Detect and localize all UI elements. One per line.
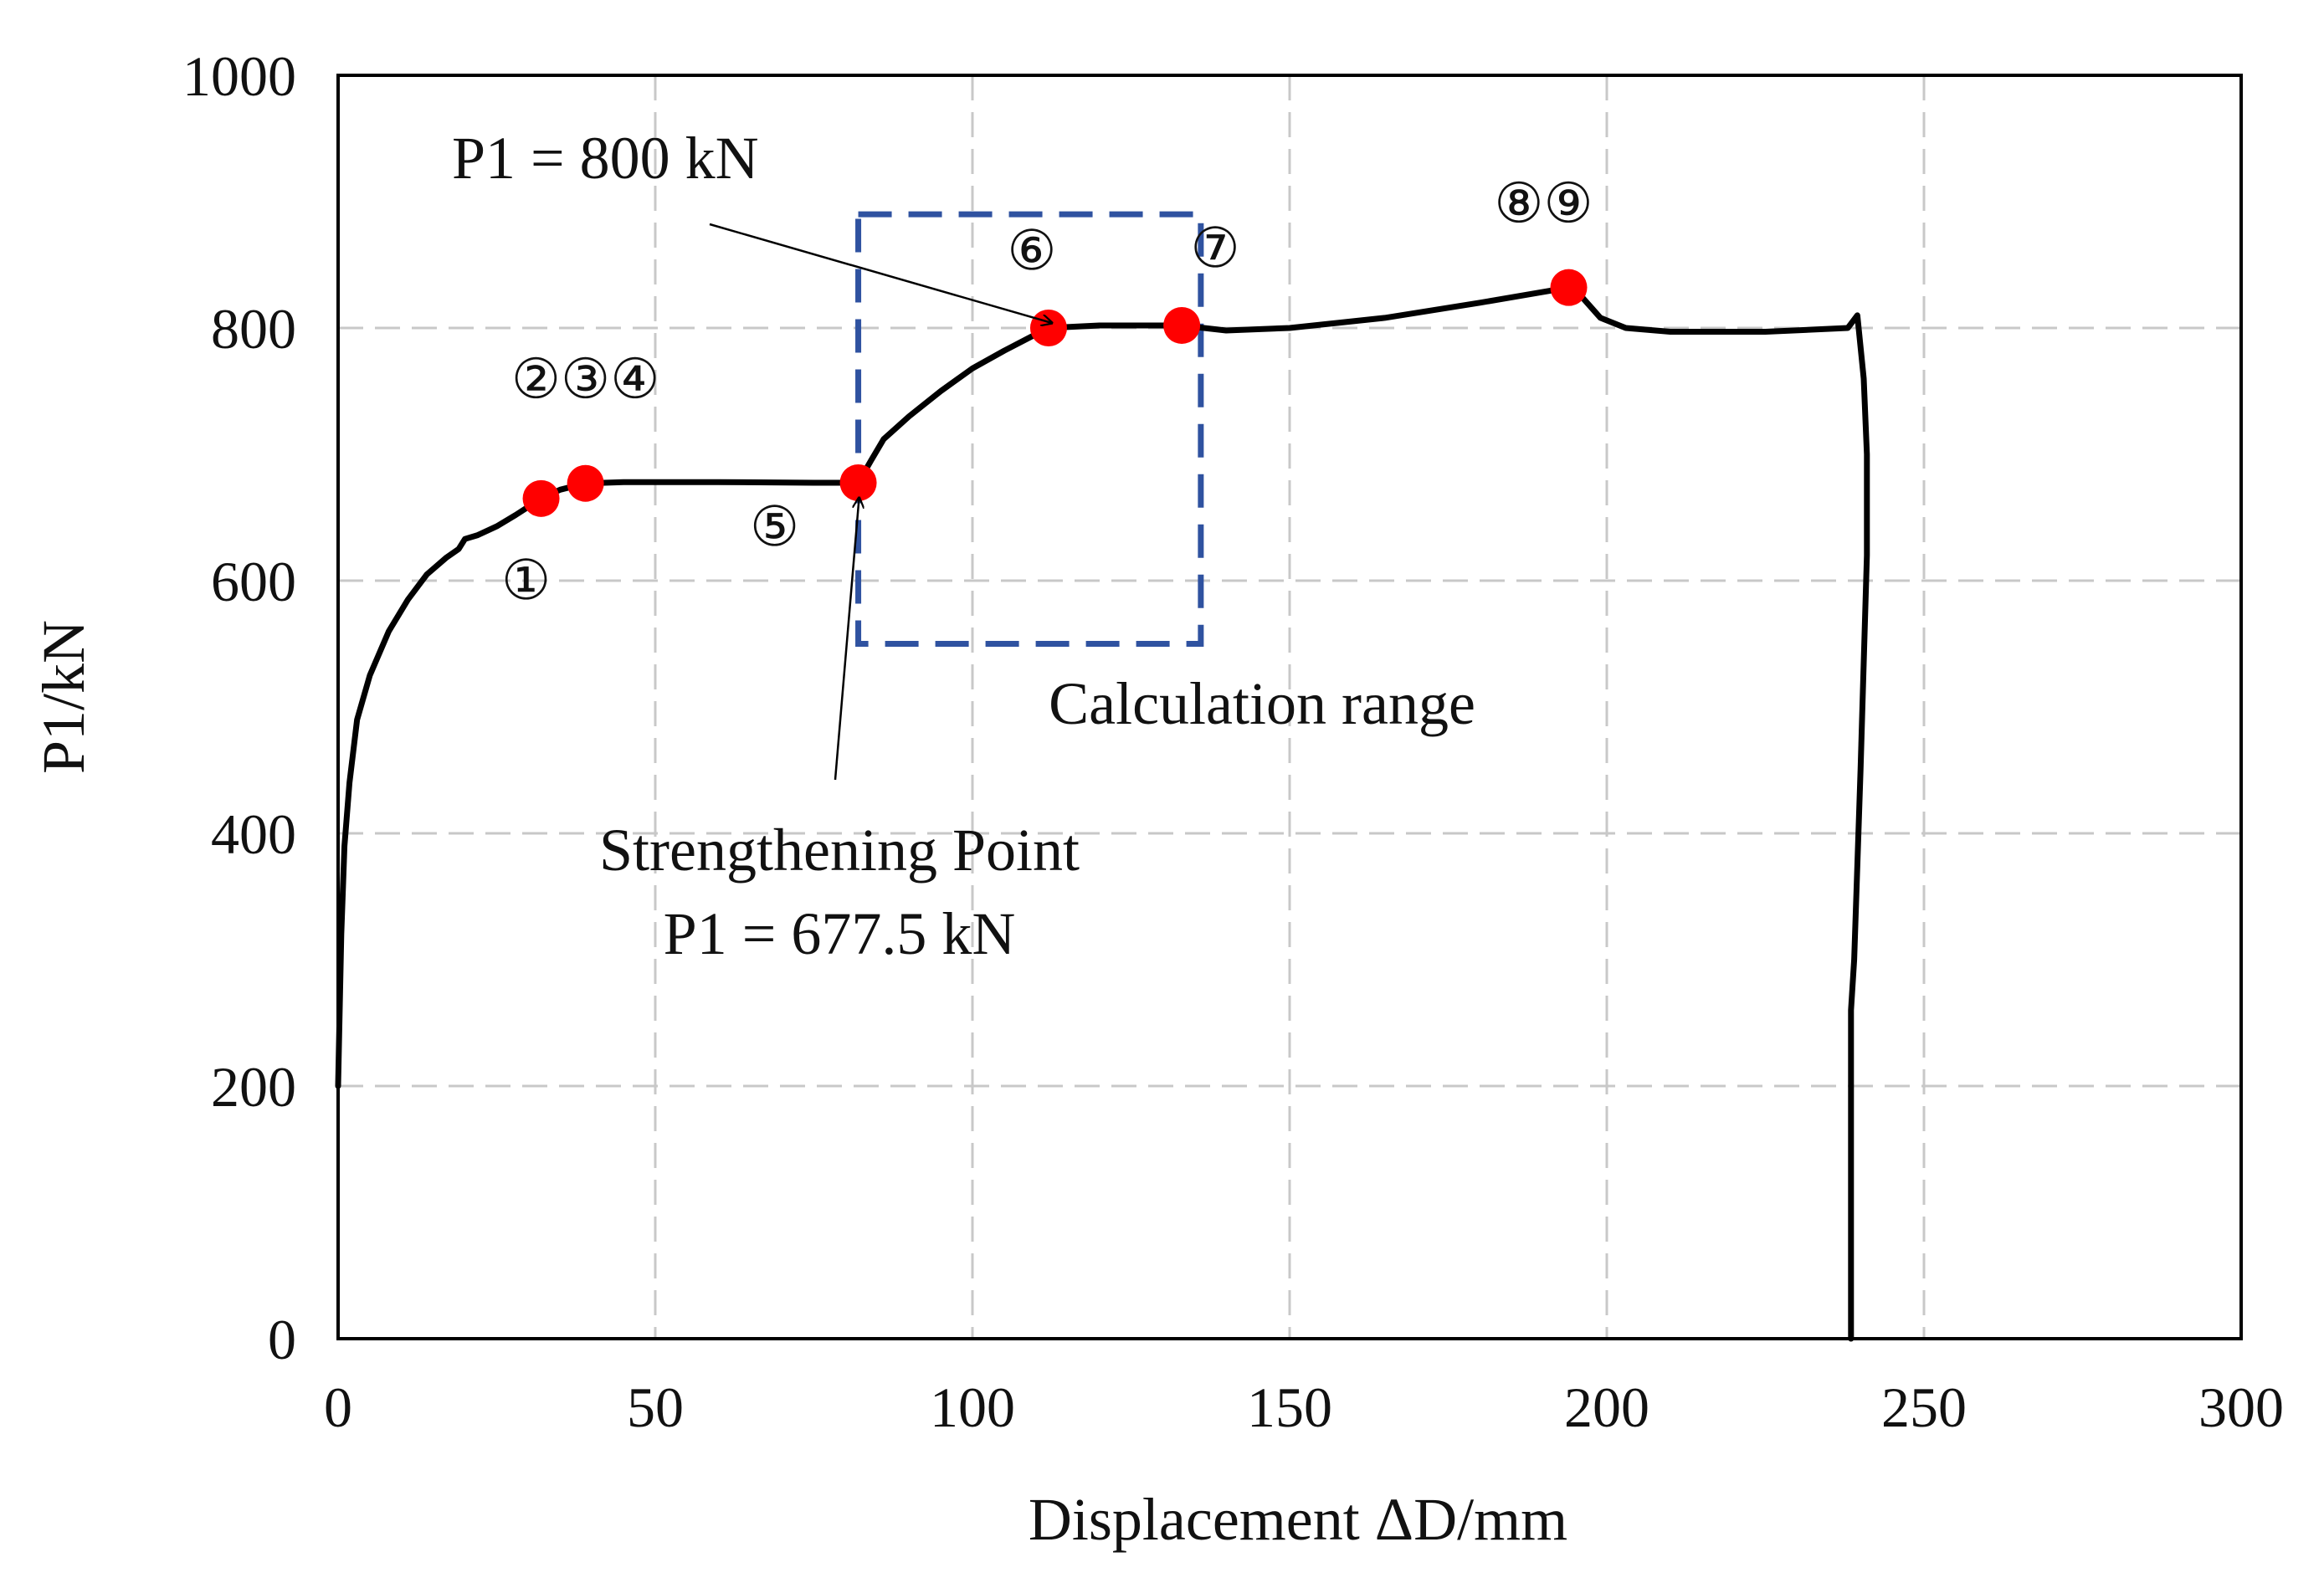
- annotation-strengthening-point: Strengthening Point: [599, 817, 1080, 884]
- calculation-range-rect: [855, 211, 1204, 648]
- series-line-0: [335, 284, 1870, 1342]
- marker-label-3: ⑤: [750, 497, 799, 558]
- y-tick-label-200: 200: [211, 1055, 296, 1119]
- marker-label-4: ⑥: [1007, 221, 1056, 282]
- series-layer: [335, 284, 1870, 1342]
- annotations-layer: P1 = 800 kN Strengthening Point P1 = 677.5…: [452, 125, 1475, 967]
- x-tick-label-50: 50: [627, 1376, 684, 1439]
- x-tick-label-0: 0: [324, 1376, 352, 1439]
- data-marker-4: [1029, 310, 1067, 346]
- x-tick-label-150: 150: [1247, 1376, 1332, 1439]
- marker-label-5: ⑦: [1191, 218, 1240, 279]
- x-tick-label-250: 250: [1881, 1376, 1967, 1439]
- marker-layer: ① ②③④ ⑤ ⑥ ⑦ ⑧⑨: [501, 174, 1593, 612]
- y-tick-label-1000: 1000: [182, 44, 296, 108]
- data-marker-2: [567, 464, 604, 502]
- marker-label-1: ①: [501, 551, 551, 612]
- annotation-p1-800-arrow: [709, 223, 1052, 323]
- x-tick-label-100: 100: [930, 1376, 1015, 1439]
- x-tick-label-200: 200: [1564, 1376, 1649, 1439]
- data-marker-3: [839, 464, 877, 501]
- y-tick-label-600: 600: [211, 550, 296, 613]
- data-marker-6: [1550, 269, 1588, 306]
- calculation-range-box: [855, 211, 1204, 648]
- annotation-strengthening-arrow: [834, 498, 859, 781]
- annotation-strengthening-value: P1 = 677.5 kN: [664, 900, 1016, 967]
- gridlines: [338, 75, 2241, 1339]
- y-tick-label-800: 800: [211, 297, 296, 361]
- plot-border: [336, 74, 2243, 1340]
- x-tick-label-300: 300: [2198, 1376, 2284, 1439]
- y-axis-title: P1/kN: [30, 620, 97, 774]
- marker-label-2: ②③④: [511, 350, 660, 411]
- y-tick-label-400: 400: [211, 802, 296, 866]
- annotation-p1-800: P1 = 800 kN: [452, 125, 759, 192]
- y-tick-label-0: 0: [268, 1308, 296, 1371]
- calculation-range-label: Calculation range: [1049, 670, 1475, 737]
- marker-label-6: ⑧⑨: [1494, 174, 1593, 235]
- tick-labels: 0 50 100 150 200 250 300 0 200 400 600 800 1000: [182, 44, 2284, 1439]
- x-axis-title: Displacement ΔD/mm: [1029, 1486, 1567, 1553]
- data-marker-5: [1163, 306, 1201, 344]
- data-marker-1: [522, 479, 560, 517]
- plot-frame: [336, 74, 2243, 1340]
